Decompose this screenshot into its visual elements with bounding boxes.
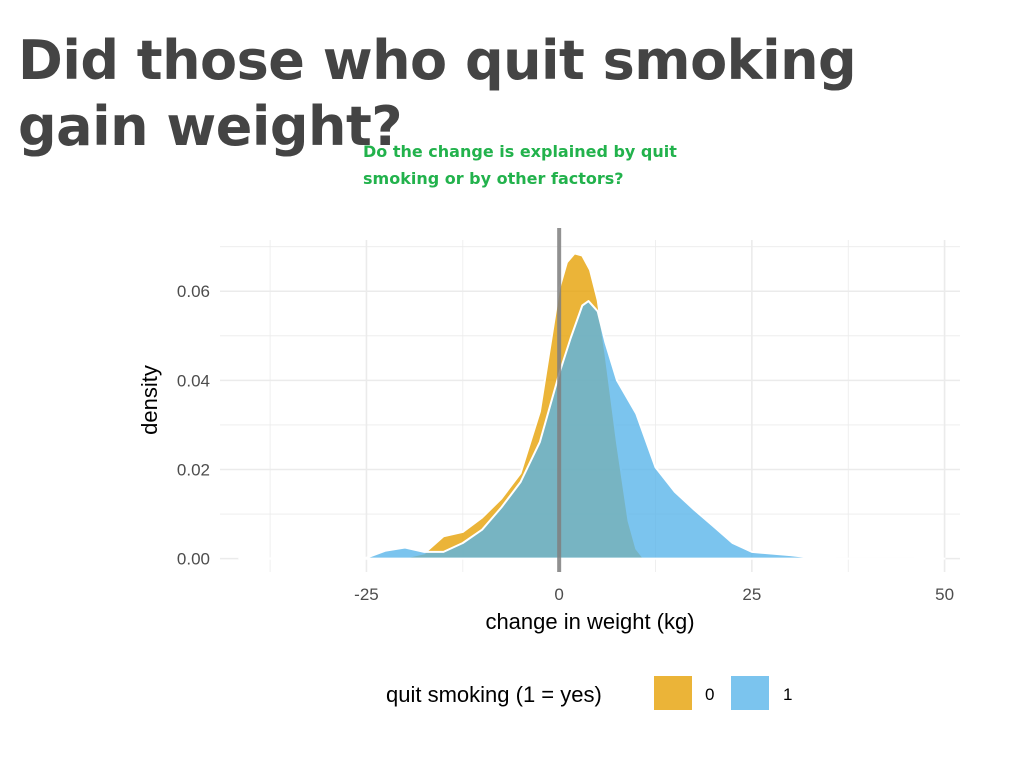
legend-title: quit smoking (1 = yes): [386, 682, 602, 707]
y-tick-label: 0.02: [177, 461, 210, 480]
legend-key-1: [731, 676, 769, 710]
legend-label-0: 0: [705, 685, 714, 704]
y-tick-label: 0.04: [177, 371, 210, 390]
x-axis-title: change in weight (kg): [485, 609, 694, 634]
y-tick-label: 0.00: [177, 550, 210, 569]
x-tick-label: -25: [354, 585, 379, 604]
legend-key-0: [654, 676, 692, 710]
legend: quit smoking (1 = yes) 0 1: [386, 676, 792, 710]
chart-series: [238, 252, 946, 560]
x-tick-label: 0: [554, 585, 563, 604]
x-tick-label: 50: [935, 585, 954, 604]
legend-label-1: 1: [783, 685, 792, 704]
density-area-quit-1: [238, 300, 946, 560]
y-axis-title: density: [137, 365, 162, 435]
slide-title: Did those who quit smoking gain weight?: [18, 29, 857, 158]
y-tick-label: 0.06: [177, 282, 210, 301]
callout-text: Do the change is explained by quit smoki…: [363, 142, 677, 188]
x-axis-ticks: -25 0 25 50: [354, 585, 954, 604]
x-tick-label: 25: [742, 585, 761, 604]
y-axis-ticks: 0.00 0.02 0.04 0.06: [177, 282, 210, 568]
